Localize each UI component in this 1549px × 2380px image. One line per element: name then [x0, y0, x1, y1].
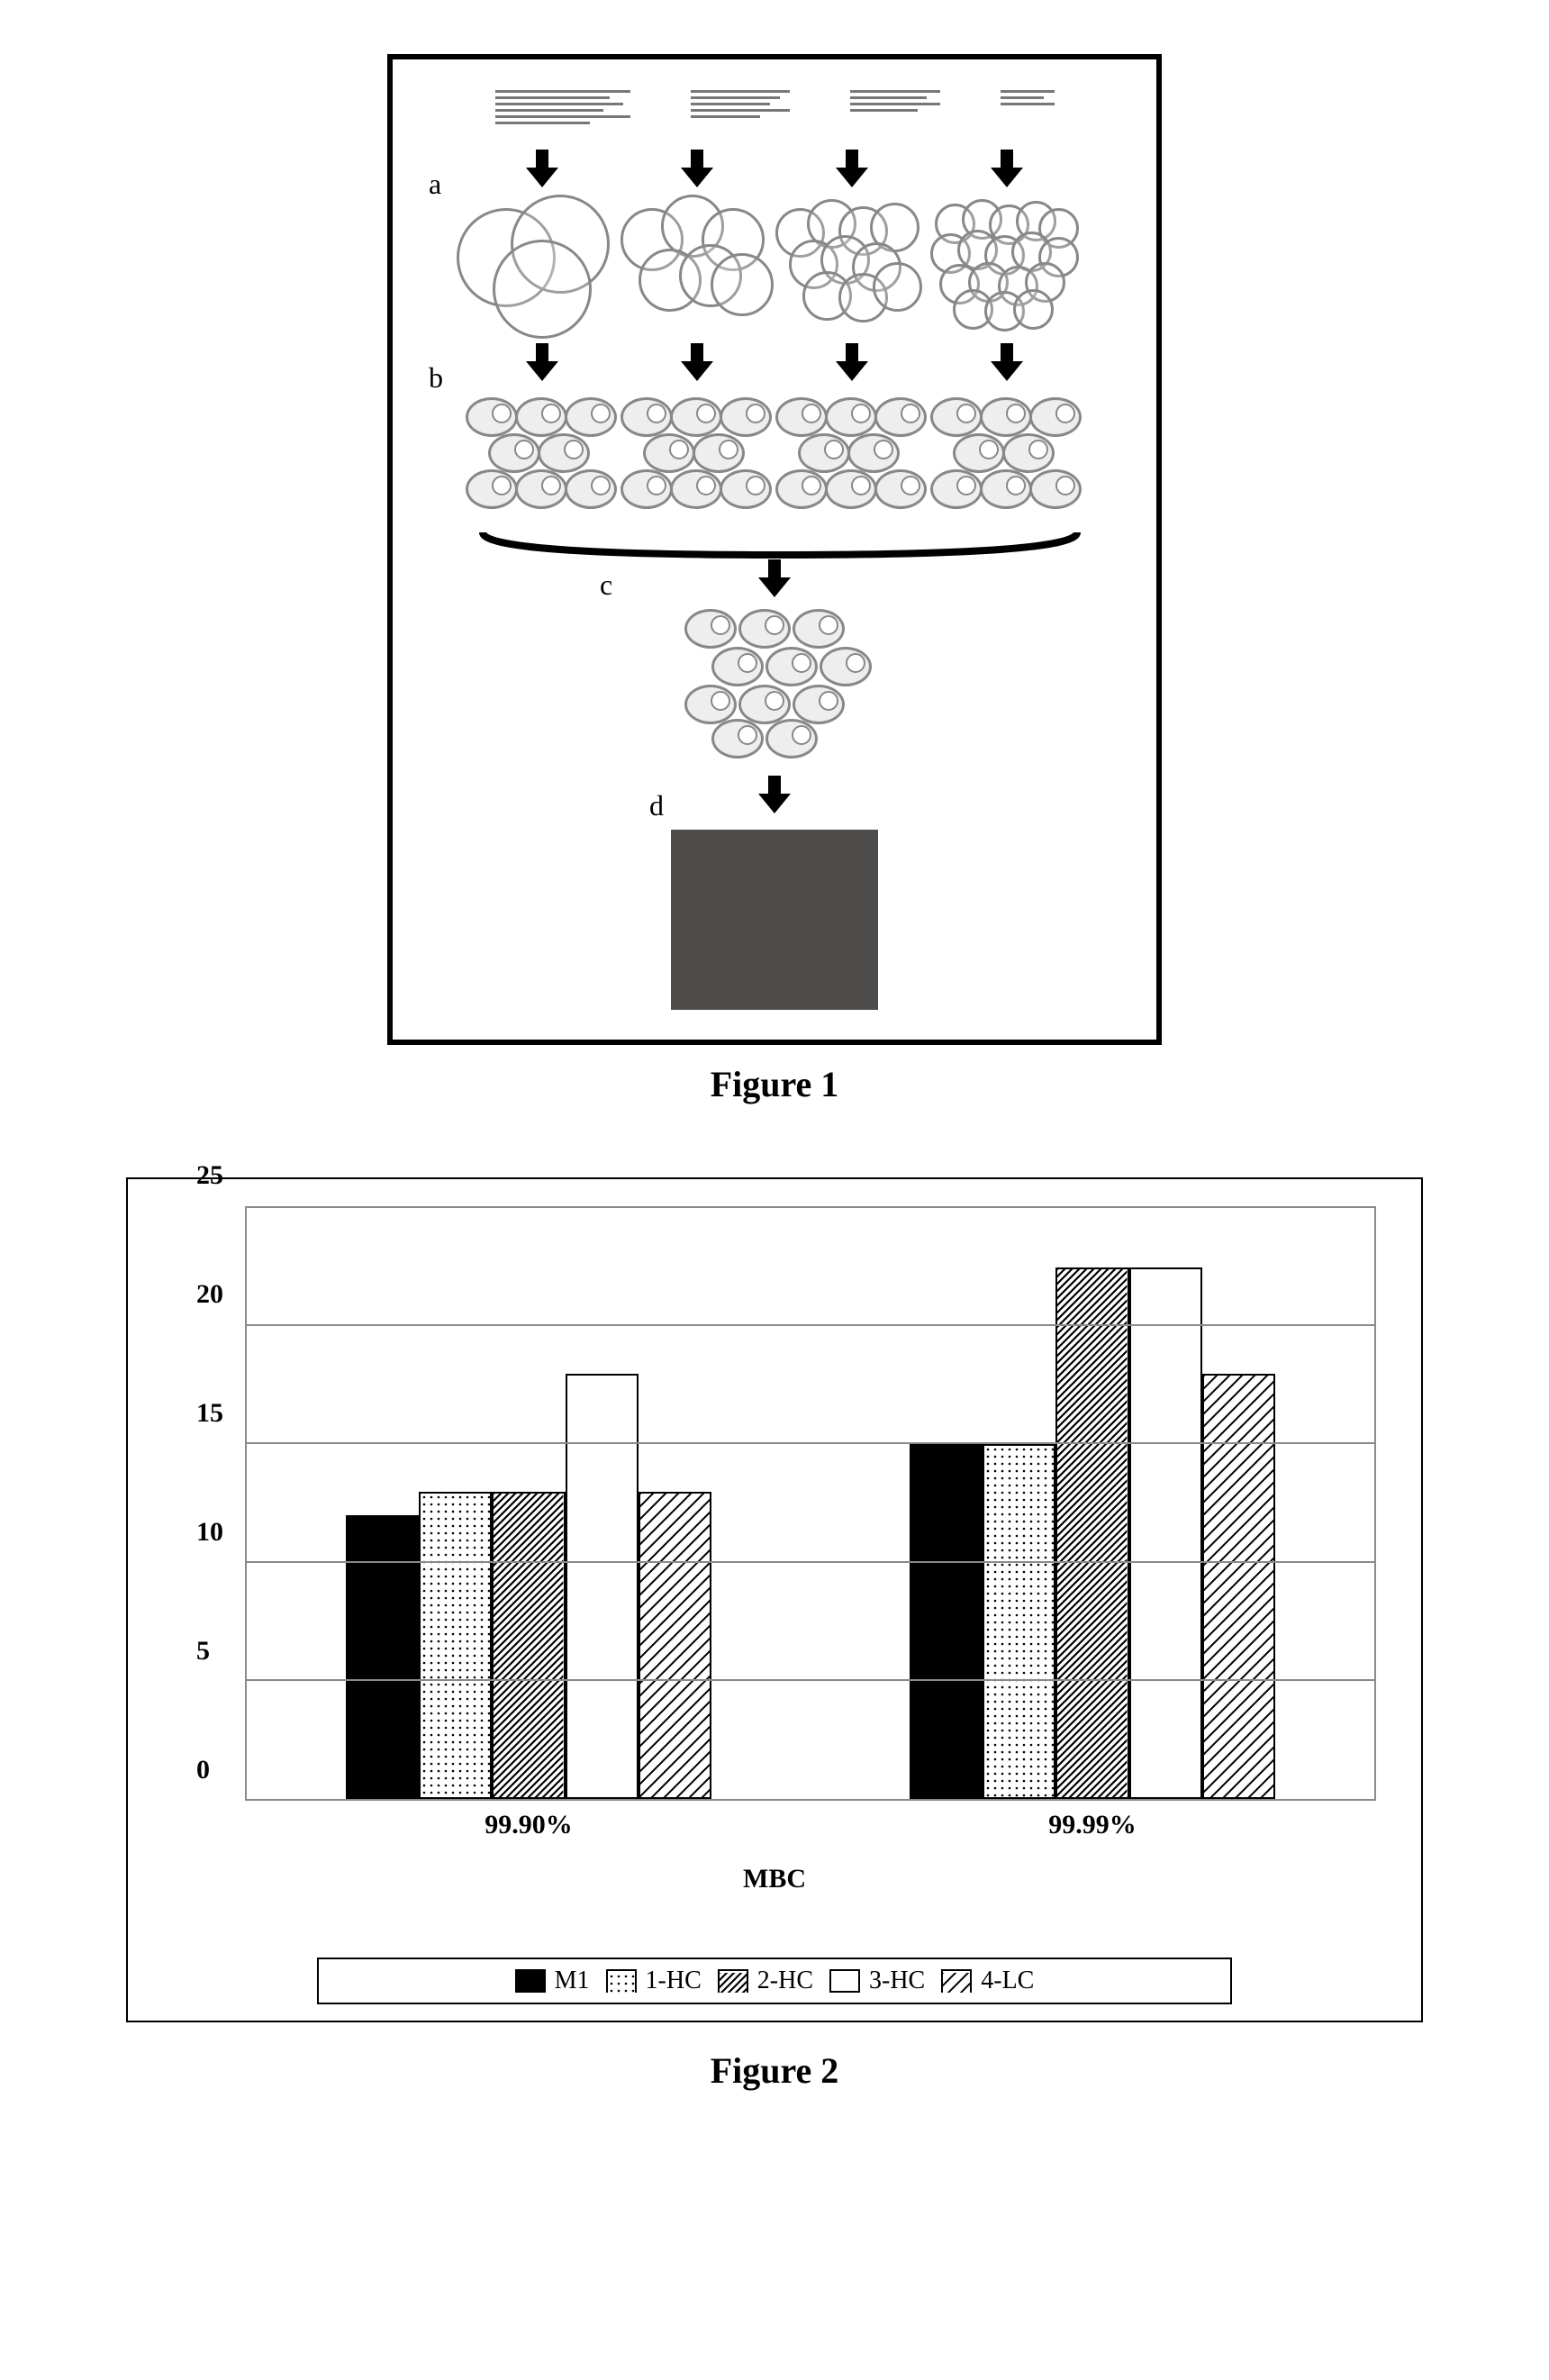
legend-swatch	[606, 1969, 637, 1993]
legend-item-M1: M1	[515, 1967, 590, 1995]
legend-item-2-HC: 2-HC	[718, 1967, 813, 1995]
bar-3-HC	[1129, 1267, 1202, 1799]
fig1-output-block	[671, 830, 878, 1010]
grid-line	[247, 1679, 1374, 1681]
fig1-ovalgrid-row	[393, 397, 1156, 523]
bar-3-HC	[566, 1374, 639, 1799]
fig1-label-d: d	[649, 789, 664, 822]
legend-label: 2-HC	[757, 1967, 813, 1995]
fig1-row-a	[393, 86, 1156, 132]
fig1-arrow-c	[761, 559, 788, 599]
y-tick-label: 20	[196, 1279, 223, 1310]
grid-line	[247, 1324, 1374, 1326]
figure-1: a	[126, 54, 1423, 1105]
fig1-arrow-d	[761, 776, 788, 815]
legend-swatch	[829, 1969, 860, 1993]
bar-1-HC	[983, 1444, 1055, 1799]
fig1-arrows-b	[393, 343, 1156, 383]
bar-2-HC	[1055, 1267, 1128, 1799]
y-tick-label: 15	[196, 1398, 223, 1429]
legend-swatch	[515, 1969, 546, 1993]
legend-label: 4-LC	[981, 1967, 1034, 1995]
grid-line	[247, 1561, 1374, 1563]
figure-1-caption: Figure 1	[711, 1063, 839, 1105]
bar-4-LC	[1202, 1374, 1275, 1799]
x-axis-label: MBC	[155, 1864, 1394, 1894]
y-tick-label: 10	[196, 1517, 223, 1548]
y-tick-label: 0	[196, 1755, 210, 1785]
fig1-arrows-a	[393, 150, 1156, 189]
fig1-cluster-row	[393, 199, 1156, 330]
legend-label: 3-HC	[869, 1967, 925, 1995]
legend-item-1-HC: 1-HC	[606, 1967, 702, 1995]
figure-2: Ethanol (% v/v) 99.90%99.99% 0510152025 …	[126, 1177, 1423, 2092]
legend-label: M1	[555, 1967, 590, 1995]
fig1-merged-ovalgrid	[684, 609, 865, 753]
x-category-label: 99.90%	[485, 1810, 573, 1840]
y-tick-label: 25	[196, 1160, 223, 1191]
x-category-label: 99.99%	[1048, 1810, 1137, 1840]
fig1-label-c: c	[600, 568, 612, 602]
figure-2-chart: Ethanol (% v/v) 99.90%99.99% 0510152025 …	[126, 1177, 1423, 2022]
figure-1-diagram: a	[387, 54, 1162, 1045]
legend-swatch	[941, 1969, 972, 1993]
bar-4-LC	[639, 1492, 711, 1799]
bar-M1	[346, 1515, 419, 1799]
chart-legend: M1 1-HC 2-HC 3-HC 4-LC	[317, 1958, 1232, 2004]
bar-2-HC	[492, 1492, 565, 1799]
grid-line	[247, 1442, 1374, 1444]
bar-1-HC	[419, 1492, 492, 1799]
legend-item-3-HC: 3-HC	[829, 1967, 925, 1995]
legend-label: 1-HC	[646, 1967, 702, 1995]
legend-swatch	[718, 1969, 748, 1993]
y-tick-label: 5	[196, 1636, 210, 1667]
bar-M1	[910, 1444, 983, 1799]
legend-item-4-LC: 4-LC	[941, 1967, 1034, 1995]
chart-plot-area: Ethanol (% v/v) 99.90%99.99% 0510152025	[245, 1206, 1376, 1801]
figure-2-caption: Figure 2	[711, 2049, 839, 2092]
